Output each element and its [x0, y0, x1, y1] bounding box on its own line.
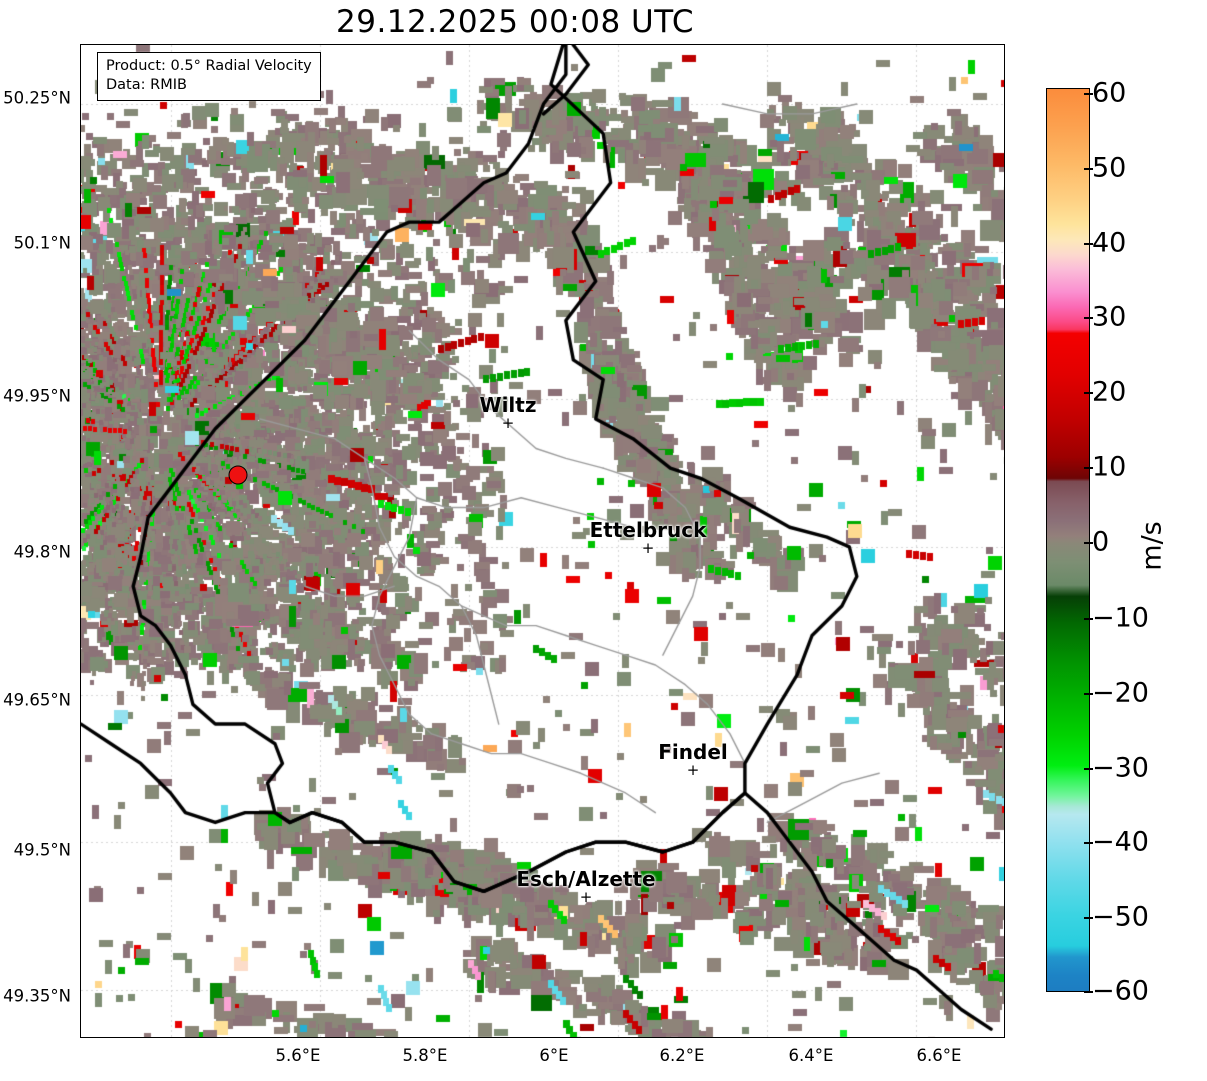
city-marker-icon: + [501, 414, 515, 432]
city-label-esch-alzette: Esch/Alzette + [516, 867, 656, 906]
city-name: Ettelbruck [589, 518, 707, 542]
ytick-label: 50.25°N [3, 88, 71, 108]
colorbar-tick-label: −20 [1092, 677, 1149, 709]
colorbar-tick-label: −60 [1092, 975, 1149, 1007]
product-info-box: Product: 0.5° Radial Velocity Data: RMIB [97, 52, 321, 102]
colorbar-tick-mark [1084, 168, 1093, 170]
colorbar-tick-mark [1084, 693, 1093, 695]
xtick-label: 6.2°E [659, 1046, 705, 1065]
xtick-label: 6.4°E [788, 1046, 834, 1065]
product-line: Product: 0.5° Radial Velocity [106, 58, 312, 74]
colorbar-tick-mark [1084, 917, 1093, 919]
ytick-label: 49.8°N [13, 542, 71, 562]
page-title: 29.12.2025 00:08 UTC [336, 4, 694, 40]
city-name: Findel [658, 740, 728, 764]
city-name: Wiltz [479, 393, 537, 417]
city-marker-icon: + [686, 761, 700, 779]
colorbar-tick-mark [1084, 93, 1093, 95]
radar-echo-layer [81, 45, 1004, 1037]
xtick-label: 5.8°E [402, 1046, 448, 1065]
ytick-label: 49.35°N [3, 986, 71, 1006]
colorbar-tick-label: −50 [1092, 901, 1149, 933]
city-name: Esch/Alzette [516, 867, 656, 891]
colorbar-tick-mark [1084, 991, 1093, 993]
radar-station-marker[interactable] [228, 465, 248, 485]
colorbar-tick-mark [1084, 542, 1093, 544]
colorbar-tick-label: −40 [1092, 826, 1149, 858]
colorbar-tick-mark [1084, 768, 1093, 770]
colorbar-unit-label: m/s [1136, 521, 1168, 571]
data-source-line: Data: RMIB [106, 77, 187, 94]
xtick-label: 6°E [539, 1046, 569, 1065]
colorbar-tick-label: −30 [1092, 752, 1149, 784]
colorbar-gradient [1047, 89, 1089, 991]
xtick-label: 5.6°E [275, 1046, 321, 1065]
colorbar-tick-mark [1084, 842, 1093, 844]
colorbar-tick-label: 60 [1092, 77, 1127, 109]
city-label-findel: Findel + [658, 740, 728, 779]
colorbar-tick-label: 10 [1092, 451, 1127, 483]
velocity-colorbar [1046, 88, 1090, 992]
ytick-label: 50.1°N [13, 233, 71, 253]
ytick-label: 49.65°N [3, 690, 71, 710]
xtick-label: 6.6°E [916, 1046, 962, 1065]
colorbar-tick-label: 0 [1092, 526, 1110, 558]
colorbar-tick-label: 40 [1092, 227, 1127, 259]
colorbar-tick-label: 30 [1092, 301, 1127, 333]
colorbar-tick-mark [1084, 392, 1093, 394]
ytick-label: 49.5°N [13, 840, 71, 860]
colorbar-tick-mark [1084, 618, 1093, 620]
city-marker-icon: + [641, 539, 655, 557]
city-label-ettelbruck: Ettelbruck + [589, 518, 707, 557]
radar-map-plot[interactable]: Product: 0.5° Radial Velocity Data: RMIB… [80, 44, 1005, 1038]
city-label-wiltz: Wiltz + [479, 393, 537, 432]
city-marker-icon: + [579, 888, 593, 906]
colorbar-tick-label: 50 [1092, 152, 1127, 184]
colorbar-tick-mark [1084, 467, 1093, 469]
colorbar-tick-label: −10 [1092, 602, 1149, 634]
colorbar-tick-mark [1084, 317, 1093, 319]
colorbar-tick-mark [1084, 243, 1093, 245]
colorbar-tick-label: 20 [1092, 376, 1127, 408]
ytick-label: 49.95°N [3, 386, 71, 406]
